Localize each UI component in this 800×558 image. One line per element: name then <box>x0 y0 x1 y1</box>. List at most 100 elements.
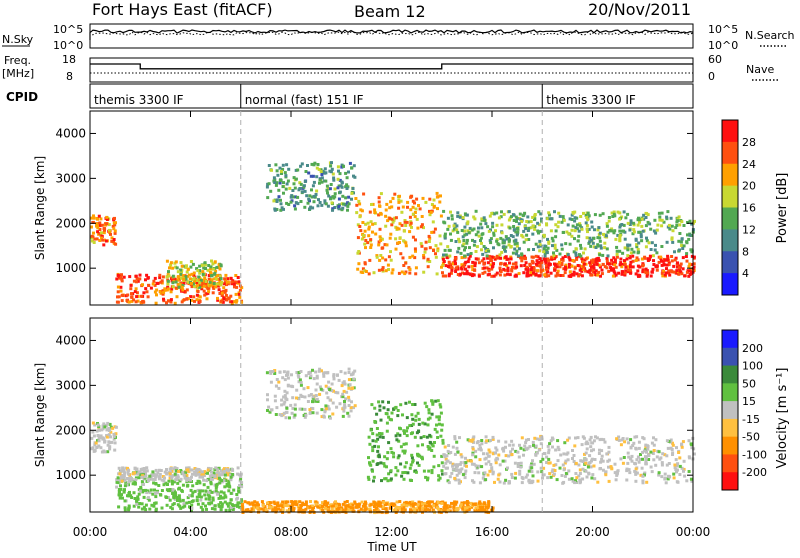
velocity-cell <box>364 507 368 511</box>
velocity-cell <box>371 449 375 453</box>
power-cell <box>539 212 543 216</box>
velocity-cell <box>398 426 401 430</box>
velocity-cell <box>485 439 489 443</box>
velocity-cell <box>491 506 495 510</box>
velocity-cell <box>91 430 95 434</box>
velocity-cell <box>517 455 521 459</box>
power-cell <box>578 264 582 268</box>
velocity-cell <box>590 459 593 463</box>
power-cell <box>507 239 511 243</box>
power-cell <box>206 268 210 272</box>
power-cell <box>92 241 96 244</box>
power-cell <box>380 268 384 272</box>
power-cell <box>414 238 417 242</box>
velocity-cell <box>405 434 409 438</box>
power-cell <box>202 266 206 270</box>
power-cell <box>578 253 581 257</box>
velocity-cell <box>652 449 656 452</box>
power-cell <box>369 238 373 242</box>
power-cell <box>612 212 616 216</box>
velocity-cell <box>548 461 552 465</box>
power-cell <box>675 223 679 227</box>
power-cell <box>468 254 472 258</box>
velocity-cell <box>299 381 303 385</box>
velocity-cell <box>442 464 446 468</box>
velocity-cell <box>216 468 220 472</box>
power-cell <box>540 217 543 221</box>
velocity-cell <box>606 459 610 463</box>
power-cell <box>515 241 519 245</box>
velocity-cell <box>523 444 527 448</box>
power-cell <box>666 225 670 229</box>
velocity-cell <box>140 475 144 479</box>
power-cell <box>607 216 611 219</box>
velocity-cell <box>108 422 112 426</box>
velocity-cell <box>346 504 350 508</box>
velocity-cell <box>285 398 289 402</box>
velocity-cell <box>172 467 176 471</box>
velocity-cell <box>593 477 597 481</box>
velocity-cell <box>488 469 492 473</box>
power-cell <box>361 221 365 224</box>
velocity-cell <box>358 502 362 506</box>
velocity-cell <box>474 506 478 510</box>
power-cell <box>133 290 137 293</box>
nave-tick-high: 60 <box>708 53 722 66</box>
power-cell <box>692 269 696 272</box>
power-cell <box>524 238 528 242</box>
velocity-cell <box>420 456 424 459</box>
power-cell <box>675 265 679 269</box>
velocity-cell <box>327 506 330 509</box>
velocity-cell <box>476 503 480 507</box>
velocity-cell <box>665 439 669 443</box>
power-cell <box>538 249 542 253</box>
velocity-cell <box>381 400 385 404</box>
velocity-cell <box>478 443 482 447</box>
power-cell <box>687 265 691 269</box>
velocity-cell <box>213 468 217 471</box>
power-cell <box>640 217 644 221</box>
velocity-cell <box>227 469 231 473</box>
power-cell <box>524 267 528 271</box>
velocity-cell <box>270 408 274 412</box>
power-cell <box>284 187 288 191</box>
power-cell <box>386 219 390 223</box>
power-cell <box>629 265 632 269</box>
velocity-cell <box>411 502 415 506</box>
velocity-cell <box>320 415 324 419</box>
velocity-cell <box>459 453 463 457</box>
velocity-cell <box>637 460 641 464</box>
power-cell <box>340 185 344 189</box>
power-cell <box>625 257 629 261</box>
power-cell <box>690 254 694 258</box>
velocity-cell <box>550 470 554 474</box>
power-cell <box>174 286 178 290</box>
power-cell <box>162 290 166 294</box>
velocity-cell <box>477 464 481 468</box>
power-cell <box>458 240 462 244</box>
noise-right-label: N.Search <box>745 29 795 42</box>
velocity-cell <box>555 478 559 482</box>
power-cell <box>193 284 196 288</box>
velocity-cell <box>286 500 290 504</box>
power-cell <box>214 285 218 289</box>
power-cell <box>461 244 465 248</box>
velocity-cell <box>123 499 127 503</box>
velocity-cell <box>470 439 474 443</box>
power-cell <box>549 271 553 275</box>
velocity-cell <box>418 508 422 512</box>
velocity-cell <box>237 486 241 490</box>
power-cell <box>159 291 163 295</box>
power-cell <box>379 239 383 242</box>
power-cell <box>98 239 102 242</box>
power-cell <box>638 274 641 277</box>
velocity-cell <box>340 384 344 388</box>
power-cell <box>95 224 99 228</box>
velocity-ytick-label: 1000 <box>55 468 86 482</box>
power-cell <box>498 253 502 257</box>
power-cell <box>678 223 682 227</box>
velocity-cell <box>236 504 239 508</box>
power-cell <box>500 210 503 214</box>
velocity-cell <box>446 479 450 483</box>
velocity-cell <box>137 492 141 496</box>
